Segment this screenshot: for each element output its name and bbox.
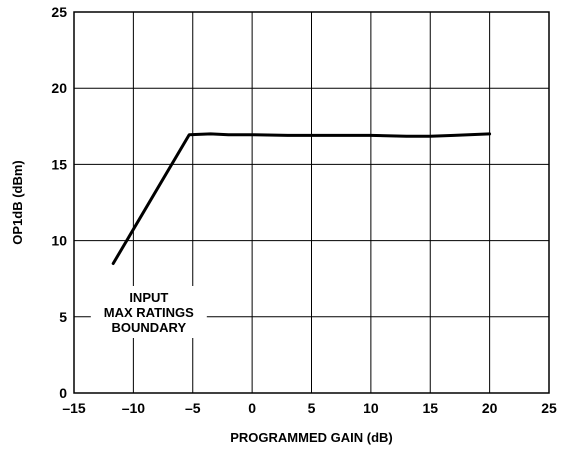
y-tick-label: 5 [59, 309, 67, 325]
x-tick-label: 15 [422, 400, 438, 416]
y-tick-label: 25 [51, 4, 67, 20]
annotation-line: MAX RATINGS [104, 305, 194, 320]
annotation-line: BOUNDARY [111, 320, 186, 335]
x-axis-title: PROGRAMMED GAIN (dB) [230, 430, 393, 445]
y-tick-label: 10 [51, 233, 67, 249]
series-line [111, 132, 492, 265]
x-tick-label: 5 [308, 400, 316, 416]
x-tick-label: 10 [363, 400, 379, 416]
x-tick-label: –15 [62, 400, 86, 416]
y-tick-label: 15 [51, 156, 67, 172]
x-tick-label: 20 [482, 400, 498, 416]
y-tick-label: 0 [59, 385, 67, 401]
y-tick-labels: 0 5 10 15 20 25 [51, 4, 67, 401]
annotation-line: INPUT [129, 290, 168, 305]
x-tick-label: –5 [185, 400, 201, 416]
x-tick-label: 0 [248, 400, 256, 416]
x-tick-label: –10 [122, 400, 146, 416]
y-tick-label: 20 [51, 80, 67, 96]
annotation-background [90, 286, 207, 338]
x-tick-labels: –15 –10 –5 0 5 10 15 20 25 [62, 400, 557, 416]
plot-frame [73, 11, 550, 394]
y-axis-title: OP1dB (dBm) [10, 160, 25, 245]
x-tick-label: 25 [541, 400, 557, 416]
